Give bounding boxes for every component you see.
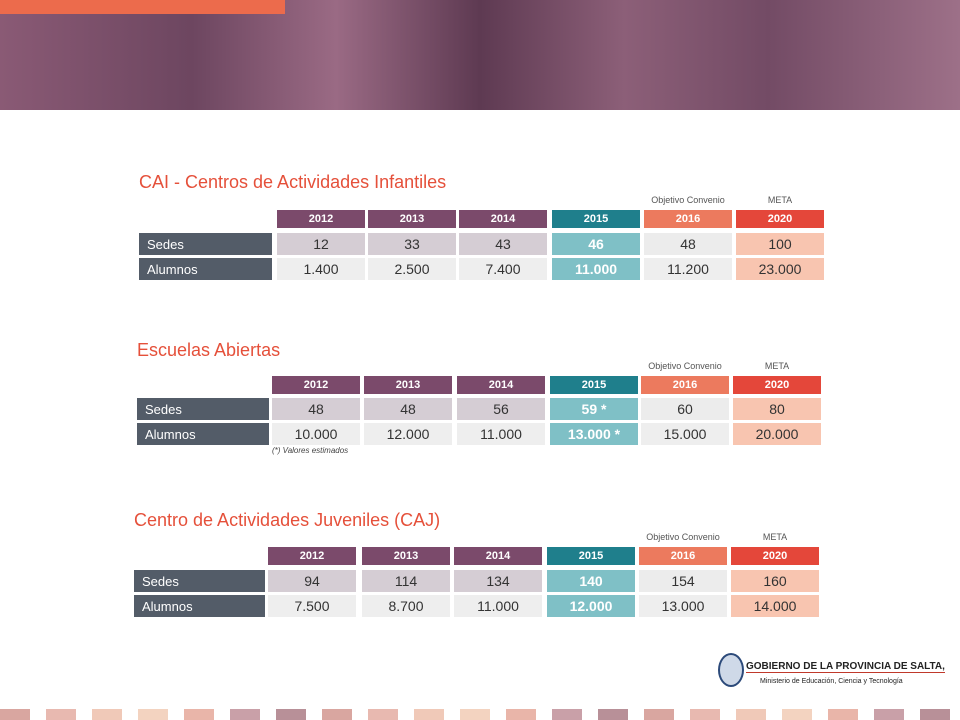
data-cell: 140	[547, 570, 635, 592]
row-label: Sedes	[137, 398, 269, 420]
year-header: 2015	[552, 210, 640, 228]
table-title: Escuelas Abiertas	[137, 340, 281, 360]
year-header: 2020	[733, 376, 821, 394]
year-header: 2016	[644, 210, 732, 228]
data-cell: 11.200	[644, 258, 732, 280]
footer-square	[460, 709, 490, 720]
data-cell: 2.500	[368, 258, 456, 280]
row-label: Alumnos	[139, 258, 272, 280]
logo-emblem	[718, 653, 744, 687]
data-cell: 20.000	[733, 423, 821, 445]
data-cell: 7.400	[459, 258, 547, 280]
footer-square	[690, 709, 720, 720]
data-cell: 134	[454, 570, 542, 592]
year-header: 2015	[550, 376, 638, 394]
data-cell: 11.000	[454, 595, 542, 617]
data-cell: 13.000 *	[550, 423, 638, 445]
data-cell: 11.000	[552, 258, 640, 280]
data-cell: 1.400	[277, 258, 365, 280]
data-cell: 56	[457, 398, 545, 420]
data-cell: 59 *	[550, 398, 638, 420]
data-cell: 15.000	[641, 423, 729, 445]
data-cell: 12.000	[364, 423, 452, 445]
footer-square	[736, 709, 766, 720]
footer-square	[92, 709, 122, 720]
data-cell: 48	[272, 398, 360, 420]
data-cell: 154	[639, 570, 727, 592]
column-note: META	[762, 532, 788, 542]
org-name: GOBIERNO DE LA PROVINCIA DE SALTA,	[746, 661, 945, 673]
year-header: 2013	[368, 210, 456, 228]
year-header: 2014	[454, 547, 542, 565]
data-cell: 7.500	[268, 595, 356, 617]
year-header: 2016	[641, 376, 729, 394]
data-cell: 12	[277, 233, 365, 255]
data-cell: 114	[362, 570, 450, 592]
ministry-name: Ministerio de Educación, Ciencia y Tecno…	[760, 678, 903, 685]
column-note: Objetivo Convenio	[651, 195, 725, 205]
photo-banner	[0, 0, 960, 110]
year-header: 2016	[639, 547, 727, 565]
data-cell: 48	[364, 398, 452, 420]
data-cell: 43	[459, 233, 547, 255]
footer-square	[368, 709, 398, 720]
data-cell: 94	[268, 570, 356, 592]
footer-square	[230, 709, 260, 720]
row-label: Alumnos	[137, 423, 269, 445]
data-cell: 100	[736, 233, 824, 255]
footer-square	[874, 709, 904, 720]
year-header: 2015	[547, 547, 635, 565]
year-header: 2013	[362, 547, 450, 565]
footer-square	[414, 709, 444, 720]
table-title: CAI - Centros de Actividades Infantiles	[139, 172, 447, 192]
data-cell: 13.000	[639, 595, 727, 617]
footer-square	[782, 709, 812, 720]
data-cell: 33	[368, 233, 456, 255]
year-header: 2020	[736, 210, 824, 228]
data-cell: 11.000	[457, 423, 545, 445]
column-note: META	[764, 361, 790, 371]
footer-square	[46, 709, 76, 720]
data-cell: 48	[644, 233, 732, 255]
table-title: Centro de Actividades Juveniles (CAJ)	[134, 510, 441, 530]
data-cell: 160	[731, 570, 819, 592]
footer-square	[598, 709, 628, 720]
footer-square	[322, 709, 352, 720]
year-header: 2012	[268, 547, 356, 565]
row-label: Sedes	[139, 233, 272, 255]
footer-square	[276, 709, 306, 720]
column-note: META	[767, 195, 793, 205]
data-cell: 12.000	[547, 595, 635, 617]
data-cell: 60	[641, 398, 729, 420]
year-header: 2012	[272, 376, 360, 394]
data-cell: 14.000	[731, 595, 819, 617]
accent-bar	[0, 0, 285, 14]
footer-square	[184, 709, 214, 720]
data-cell: 23.000	[736, 258, 824, 280]
footer-square	[138, 709, 168, 720]
column-note: Objetivo Convenio	[648, 361, 722, 371]
data-cell: 10.000	[272, 423, 360, 445]
year-header: 2013	[364, 376, 452, 394]
data-cell: 8.700	[362, 595, 450, 617]
footer-square	[0, 709, 30, 720]
row-label: Alumnos	[134, 595, 265, 617]
footer-square	[920, 709, 950, 720]
row-label: Sedes	[134, 570, 265, 592]
footer-square	[552, 709, 582, 720]
footer-square	[506, 709, 536, 720]
year-header: 2012	[277, 210, 365, 228]
footer-square	[828, 709, 858, 720]
column-note: Objetivo Convenio	[646, 532, 720, 542]
year-header: 2020	[731, 547, 819, 565]
data-cell: 46	[552, 233, 640, 255]
year-header: 2014	[457, 376, 545, 394]
year-header: 2014	[459, 210, 547, 228]
footer-square	[644, 709, 674, 720]
data-cell: 80	[733, 398, 821, 420]
footnote: (*) Valores estimados	[272, 446, 349, 455]
